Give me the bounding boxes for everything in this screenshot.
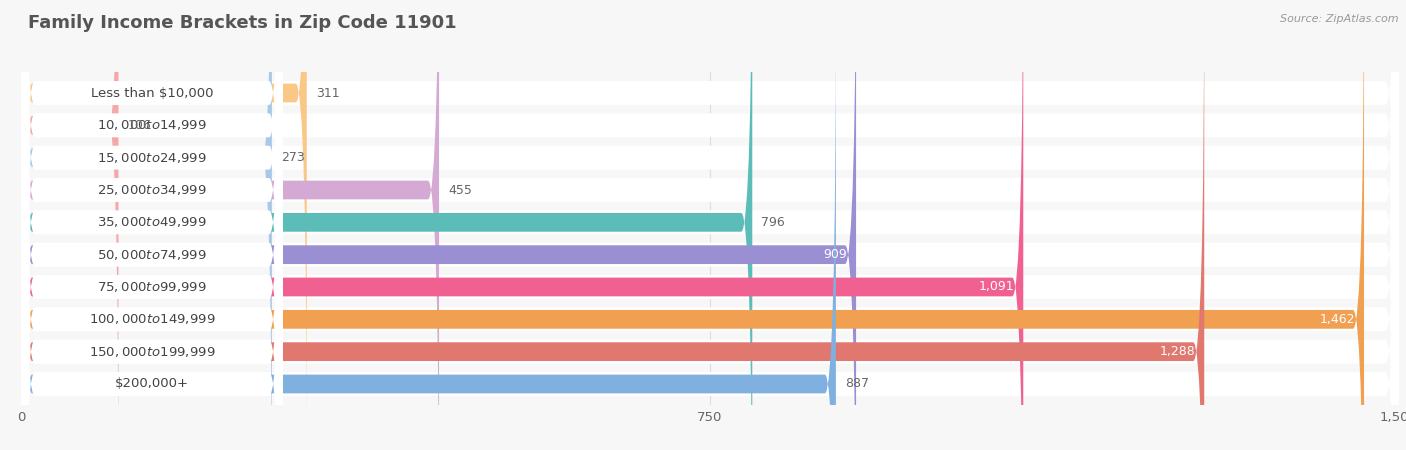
FancyBboxPatch shape [21, 0, 1399, 450]
FancyBboxPatch shape [21, 0, 283, 450]
FancyBboxPatch shape [21, 0, 283, 450]
FancyBboxPatch shape [21, 0, 283, 450]
Text: $150,000 to $199,999: $150,000 to $199,999 [89, 345, 215, 359]
FancyBboxPatch shape [21, 0, 283, 450]
FancyBboxPatch shape [21, 0, 1399, 450]
FancyBboxPatch shape [21, 0, 118, 450]
FancyBboxPatch shape [21, 0, 1399, 450]
Text: Less than $10,000: Less than $10,000 [91, 86, 214, 99]
FancyBboxPatch shape [21, 0, 1364, 450]
Text: 106: 106 [128, 119, 152, 132]
FancyBboxPatch shape [21, 0, 856, 450]
FancyBboxPatch shape [21, 0, 271, 450]
Text: 311: 311 [316, 86, 340, 99]
FancyBboxPatch shape [21, 0, 283, 450]
Text: $75,000 to $99,999: $75,000 to $99,999 [97, 280, 207, 294]
FancyBboxPatch shape [21, 0, 283, 450]
FancyBboxPatch shape [21, 0, 283, 450]
Text: $25,000 to $34,999: $25,000 to $34,999 [97, 183, 207, 197]
FancyBboxPatch shape [21, 0, 1024, 450]
FancyBboxPatch shape [21, 0, 283, 450]
FancyBboxPatch shape [21, 0, 1399, 450]
Text: 887: 887 [845, 378, 869, 391]
Text: 796: 796 [762, 216, 785, 229]
FancyBboxPatch shape [21, 5, 837, 450]
Text: $100,000 to $149,999: $100,000 to $149,999 [89, 312, 215, 326]
Text: 1,091: 1,091 [979, 280, 1014, 293]
Text: Source: ZipAtlas.com: Source: ZipAtlas.com [1281, 14, 1399, 23]
Text: 1,288: 1,288 [1160, 345, 1195, 358]
FancyBboxPatch shape [21, 0, 307, 450]
Text: $10,000 to $14,999: $10,000 to $14,999 [97, 118, 207, 132]
Text: 455: 455 [449, 184, 472, 197]
FancyBboxPatch shape [21, 0, 1399, 450]
FancyBboxPatch shape [21, 0, 1399, 450]
Text: $200,000+: $200,000+ [115, 378, 188, 391]
Text: 1,462: 1,462 [1319, 313, 1355, 326]
FancyBboxPatch shape [21, 0, 1399, 450]
FancyBboxPatch shape [21, 0, 1204, 450]
FancyBboxPatch shape [21, 0, 283, 450]
Text: 909: 909 [823, 248, 846, 261]
Text: $35,000 to $49,999: $35,000 to $49,999 [97, 216, 207, 230]
FancyBboxPatch shape [21, 0, 1399, 450]
Text: $15,000 to $24,999: $15,000 to $24,999 [97, 151, 207, 165]
Text: Family Income Brackets in Zip Code 11901: Family Income Brackets in Zip Code 11901 [28, 14, 457, 32]
FancyBboxPatch shape [21, 0, 439, 450]
FancyBboxPatch shape [21, 0, 1399, 450]
FancyBboxPatch shape [21, 0, 1399, 450]
Text: 273: 273 [281, 151, 305, 164]
FancyBboxPatch shape [21, 0, 283, 450]
Text: $50,000 to $74,999: $50,000 to $74,999 [97, 248, 207, 261]
FancyBboxPatch shape [21, 0, 752, 450]
